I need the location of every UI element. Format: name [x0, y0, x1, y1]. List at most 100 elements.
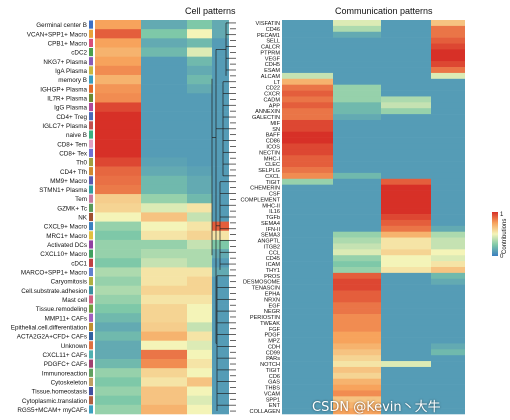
cell-row-color-marker [89, 222, 93, 231]
communication-row-label: PTPRM [260, 50, 280, 56]
communication-heatmap-cell [431, 202, 465, 209]
cell-heatmap-cell [187, 349, 212, 360]
cell-heatmap-cell [212, 368, 229, 378]
communication-heatmap-cell [333, 284, 381, 291]
communication-patterns-heatmap: VISFATINCD46PECAM1SELLCALCRPTPRMVEGFCDH5… [241, 20, 465, 415]
cell-row-color-marker [89, 267, 93, 277]
communication-heatmap-cell [381, 84, 431, 91]
communication-heatmap-cell [282, 284, 333, 291]
communication-heatmap-cell [381, 231, 431, 238]
communication-heatmap-cell [381, 325, 431, 332]
cell-row-color-marker [89, 203, 93, 212]
cell-row-color-marker [89, 148, 93, 157]
communication-heatmap-cell [282, 143, 333, 150]
communication-heatmap-cell [333, 78, 381, 85]
communication-heatmap-cell [381, 119, 431, 127]
cell-heatmap-cell [187, 102, 212, 112]
communication-heatmap-cell [381, 155, 431, 162]
communication-heatmap-cell [333, 55, 381, 62]
cell-row-color-marker [89, 286, 93, 295]
communication-row-label: APP [269, 103, 280, 109]
communication-heatmap-cell [333, 184, 381, 191]
communication-heatmap-cell [282, 343, 333, 350]
communication-row-label: SN [272, 127, 280, 133]
communication-heatmap-cell [431, 272, 465, 280]
communication-heatmap-cell [333, 366, 381, 374]
communication-heatmap-cell [333, 261, 381, 268]
cell-heatmap-cell [212, 29, 229, 39]
cell-heatmap-cell [141, 249, 187, 259]
communication-row-label: CXCL [265, 174, 280, 180]
cell-row-label: MRC1+ Macro [46, 233, 87, 240]
communication-heatmap-cell [431, 361, 465, 368]
cell-heatmap-cell [187, 148, 212, 158]
cell-heatmap-cell [187, 157, 212, 167]
cell-heatmap-cell [212, 285, 229, 296]
communication-heatmap-cell [381, 172, 431, 180]
cell-row-label: MM9+ Macro [50, 178, 87, 185]
cell-heatmap-cell [95, 294, 141, 305]
communication-heatmap-cell [381, 202, 431, 209]
cell-heatmap-cell [187, 65, 212, 76]
communication-heatmap-cell [431, 149, 465, 156]
cell-row-label: IGHGP+ Plasma [40, 86, 87, 93]
communication-heatmap-cell [381, 284, 431, 291]
cell-heatmap-cell [95, 139, 141, 149]
communication-heatmap-cell [431, 90, 465, 97]
communication-heatmap-cell [381, 61, 431, 68]
communication-heatmap-cell [282, 337, 333, 344]
cell-row-label: VCAN+SPP1+ Macro [27, 31, 88, 38]
communication-row-label: CXCR [264, 92, 280, 98]
cell-row-label: IgG Plasma [54, 105, 87, 112]
cell-heatmap-cell [141, 84, 187, 94]
communication-heatmap-cell [381, 49, 431, 56]
cell-heatmap-cell [212, 139, 229, 149]
communication-heatmap-cell [381, 190, 431, 197]
communication-heatmap-cell [333, 25, 381, 33]
communication-heatmap-cell [381, 184, 431, 191]
cell-heatmap-cell [212, 276, 229, 287]
cell-heatmap-cell [95, 285, 141, 296]
communication-heatmap-cell [333, 172, 381, 180]
communication-heatmap-cell [431, 178, 465, 185]
communication-heatmap-cell [381, 361, 431, 368]
communication-heatmap-cell [333, 231, 381, 238]
communication-heatmap-cell [333, 296, 381, 303]
communication-heatmap-cell [431, 208, 465, 215]
communication-heatmap-cell [381, 319, 431, 327]
communication-row-label: CLEC [265, 162, 280, 168]
cell-row-label: cDC2 [71, 50, 87, 57]
cell-heatmap-cell [95, 349, 141, 360]
communication-heatmap-cell [282, 314, 333, 321]
cell-row-color-marker [89, 359, 93, 368]
communication-heatmap-cell [282, 266, 333, 274]
cell-heatmap-cell [212, 230, 229, 241]
communication-heatmap-cell [431, 131, 465, 138]
cell-row-color-marker [89, 47, 93, 57]
cell-row-color-marker [89, 38, 93, 47]
communication-heatmap-cell [381, 402, 431, 409]
communication-heatmap-cell [282, 20, 333, 27]
communication-heatmap-cell [333, 408, 381, 415]
cell-heatmap-cell [212, 157, 229, 167]
communication-heatmap-cell [431, 337, 465, 344]
communication-heatmap-cell [381, 302, 431, 309]
cell-row-label: CD4+ Tfh [60, 169, 88, 176]
communication-row-label: CD6 [269, 374, 280, 380]
cell-heatmap-cell [95, 304, 141, 314]
communication-row-label: CCL [269, 250, 280, 256]
cell-heatmap-cell [95, 249, 141, 259]
communication-row-label: PDGF [264, 333, 280, 339]
communication-row-label: SEMA3 [261, 233, 280, 239]
communication-heatmap-cell [381, 314, 431, 321]
communication-heatmap-cell [282, 114, 333, 121]
communication-heatmap-cell [381, 372, 431, 380]
communication-heatmap-cell [431, 219, 465, 227]
cell-row-color-marker [89, 212, 93, 222]
communication-row-label: NRXN [264, 297, 280, 303]
communication-heatmap-cell [381, 308, 431, 315]
communication-heatmap-cell [333, 102, 381, 109]
communication-row-label: DESMOSOME [243, 280, 280, 286]
communication-heatmap-cell [381, 261, 431, 268]
